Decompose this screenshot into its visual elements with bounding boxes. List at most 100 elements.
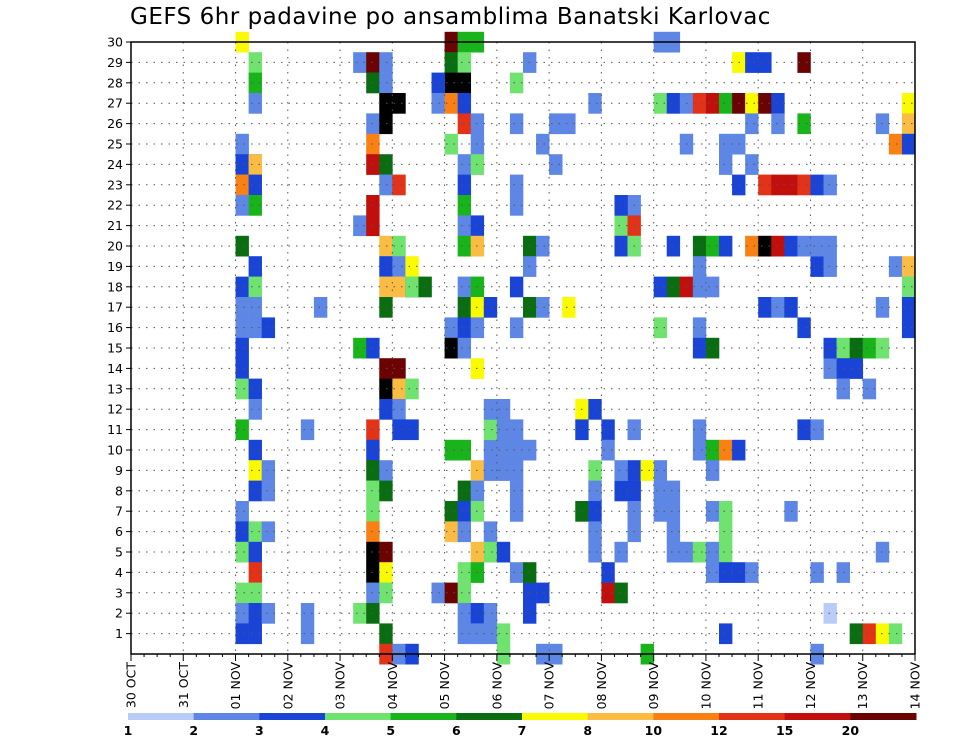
y-tick-label: 19 — [107, 259, 123, 274]
heatmap-cell — [366, 460, 380, 481]
heatmap-cell — [353, 215, 367, 237]
heatmap-cell — [405, 276, 419, 298]
heatmap-cell — [366, 582, 380, 604]
heatmap-cell — [614, 235, 628, 257]
colorbar-swatch — [259, 713, 326, 720]
heatmap-cell — [823, 337, 837, 359]
heatmap-cells — [235, 31, 916, 665]
heatmap-cell — [444, 337, 458, 359]
heatmap-cell — [366, 337, 380, 359]
y-tick-label: 15 — [107, 341, 123, 356]
heatmap-cell — [235, 378, 249, 400]
heatmap-cell — [601, 439, 615, 461]
heatmap-cell — [379, 93, 393, 114]
y-tick-label: 29 — [107, 55, 123, 70]
heatmap-cell — [758, 235, 772, 257]
heatmap-cell — [248, 460, 262, 481]
y-tick-label: 3 — [115, 585, 123, 600]
heatmap-cell — [379, 297, 393, 318]
heatmap-cell — [536, 582, 550, 604]
heatmap-cell — [509, 562, 524, 583]
heatmap-cell — [444, 93, 458, 114]
heatmap-cell — [797, 419, 811, 441]
x-tick-label: 03 NOV — [333, 662, 348, 710]
heatmap-cell — [392, 419, 406, 441]
heatmap-cell — [705, 562, 720, 583]
x-tick-label: 13 NOV — [855, 662, 870, 710]
heatmap-cell — [261, 603, 276, 624]
heatmap-cell — [405, 378, 419, 400]
heatmap-cell — [888, 133, 903, 155]
heatmap-cell — [758, 52, 772, 73]
heatmap-cell — [810, 235, 824, 257]
heatmap-cell — [901, 133, 916, 155]
heatmap-cell — [248, 276, 262, 298]
heatmap-cell — [797, 317, 811, 339]
heatmap-cell — [719, 439, 733, 461]
heatmap-cell — [235, 154, 249, 175]
y-tick-label: 6 — [115, 524, 123, 539]
x-tick-label: 11 NOV — [751, 662, 766, 710]
heatmap-cell — [392, 256, 406, 277]
heatmap-cell — [235, 501, 249, 522]
heatmap-cell — [457, 623, 472, 645]
heatmap-cell — [614, 460, 628, 481]
heatmap-cell — [366, 195, 380, 216]
heatmap-cell — [719, 521, 733, 543]
heatmap-cell — [601, 562, 615, 583]
y-tick-label: 28 — [107, 75, 123, 90]
heatmap-cell — [392, 378, 406, 400]
heatmap-cell — [392, 358, 406, 379]
heatmap-cell — [379, 378, 393, 400]
heatmap-cell — [235, 541, 249, 563]
heatmap-cell — [379, 113, 393, 135]
heatmap-cell — [444, 501, 458, 522]
heatmap-cell — [392, 235, 406, 257]
heatmap-cell — [836, 562, 850, 583]
heatmap-cell — [457, 215, 472, 237]
heatmap-cell — [496, 541, 511, 563]
heatmap-cell — [483, 623, 498, 645]
heatmap-cell — [366, 480, 380, 502]
heatmap-cell — [353, 603, 367, 624]
heatmap-cell — [457, 480, 472, 502]
heatmap-cell — [431, 582, 445, 604]
chart-title: GEFS 6hr padavine po ansamblima Banatski… — [130, 4, 771, 30]
heatmap-cell — [379, 582, 393, 604]
heatmap-cell — [588, 501, 602, 522]
heatmap-cell — [248, 378, 262, 400]
heatmap-cell — [483, 439, 498, 461]
heatmap-cell — [692, 235, 707, 257]
heatmap-cell — [366, 501, 380, 522]
heatmap-cell — [405, 419, 419, 441]
heatmap-cell — [797, 235, 811, 257]
heatmap-cell — [379, 52, 393, 73]
colorbar-label: 2 — [189, 723, 198, 738]
heatmap-cell — [719, 623, 733, 645]
heatmap-cell — [366, 52, 380, 73]
heatmap-cell — [888, 623, 903, 645]
heatmap-cell — [601, 419, 615, 441]
heatmap-cell — [862, 337, 877, 359]
heatmap-cell — [248, 480, 262, 502]
heatmap-cell — [235, 623, 249, 645]
y-axis: 1234567891011121314151617181920212223242… — [107, 35, 131, 641]
heatmap-cell — [366, 541, 380, 563]
heatmap-cell — [431, 93, 445, 114]
heatmap-cell — [300, 623, 315, 645]
heatmap-cell — [444, 52, 458, 73]
heatmap-cell — [444, 317, 458, 339]
x-tick-label: 08 NOV — [594, 662, 609, 710]
heatmap-cell — [719, 154, 733, 175]
x-tick-label: 05 NOV — [437, 662, 452, 710]
heatmap-cell — [745, 93, 759, 114]
heatmap-cell — [457, 439, 472, 461]
heatmap-cell — [457, 52, 472, 73]
heatmap-cell — [261, 521, 276, 543]
heatmap-cell — [366, 562, 380, 583]
heatmap-cell — [379, 154, 393, 175]
colorbar-swatch — [522, 713, 589, 720]
heatmap-cell — [248, 439, 262, 461]
heatmap-cell — [483, 399, 498, 420]
